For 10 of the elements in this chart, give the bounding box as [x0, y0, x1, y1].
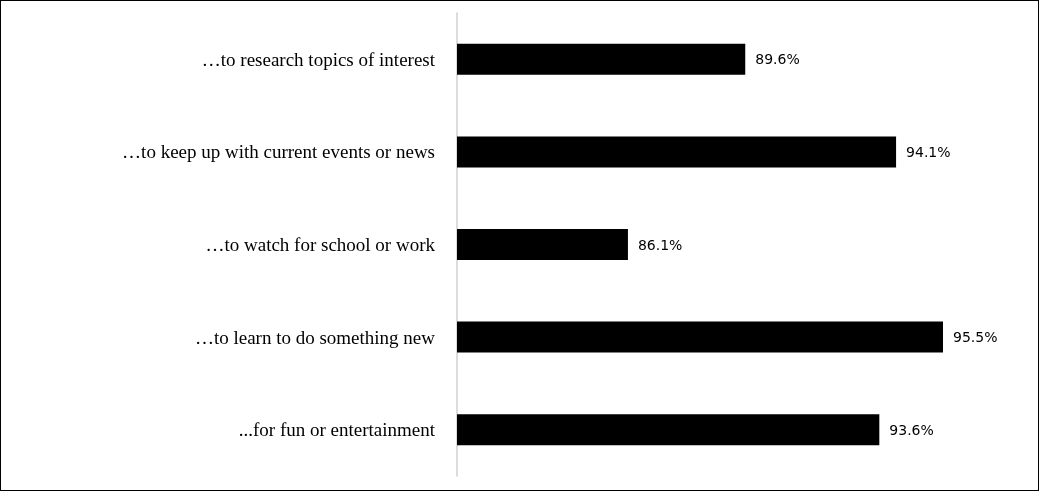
- data-label: 89.6%: [755, 51, 800, 68]
- y-tick-label: …to research topics of interest: [201, 48, 436, 70]
- data-label: 86.1%: [637, 236, 683, 253]
- data-label: 93.6%: [889, 421, 934, 438]
- y-tick-label: …to learn to do something new: [194, 326, 436, 348]
- data-label: 94.1%: [906, 143, 951, 160]
- y-tick-label: …to keep up with current events or news: [122, 141, 435, 163]
- y-tick-label: ...for fun or entertainment: [238, 419, 436, 441]
- data-label: 95.5%: [953, 329, 998, 346]
- y-tick-label: …to watch for school or work: [205, 234, 436, 255]
